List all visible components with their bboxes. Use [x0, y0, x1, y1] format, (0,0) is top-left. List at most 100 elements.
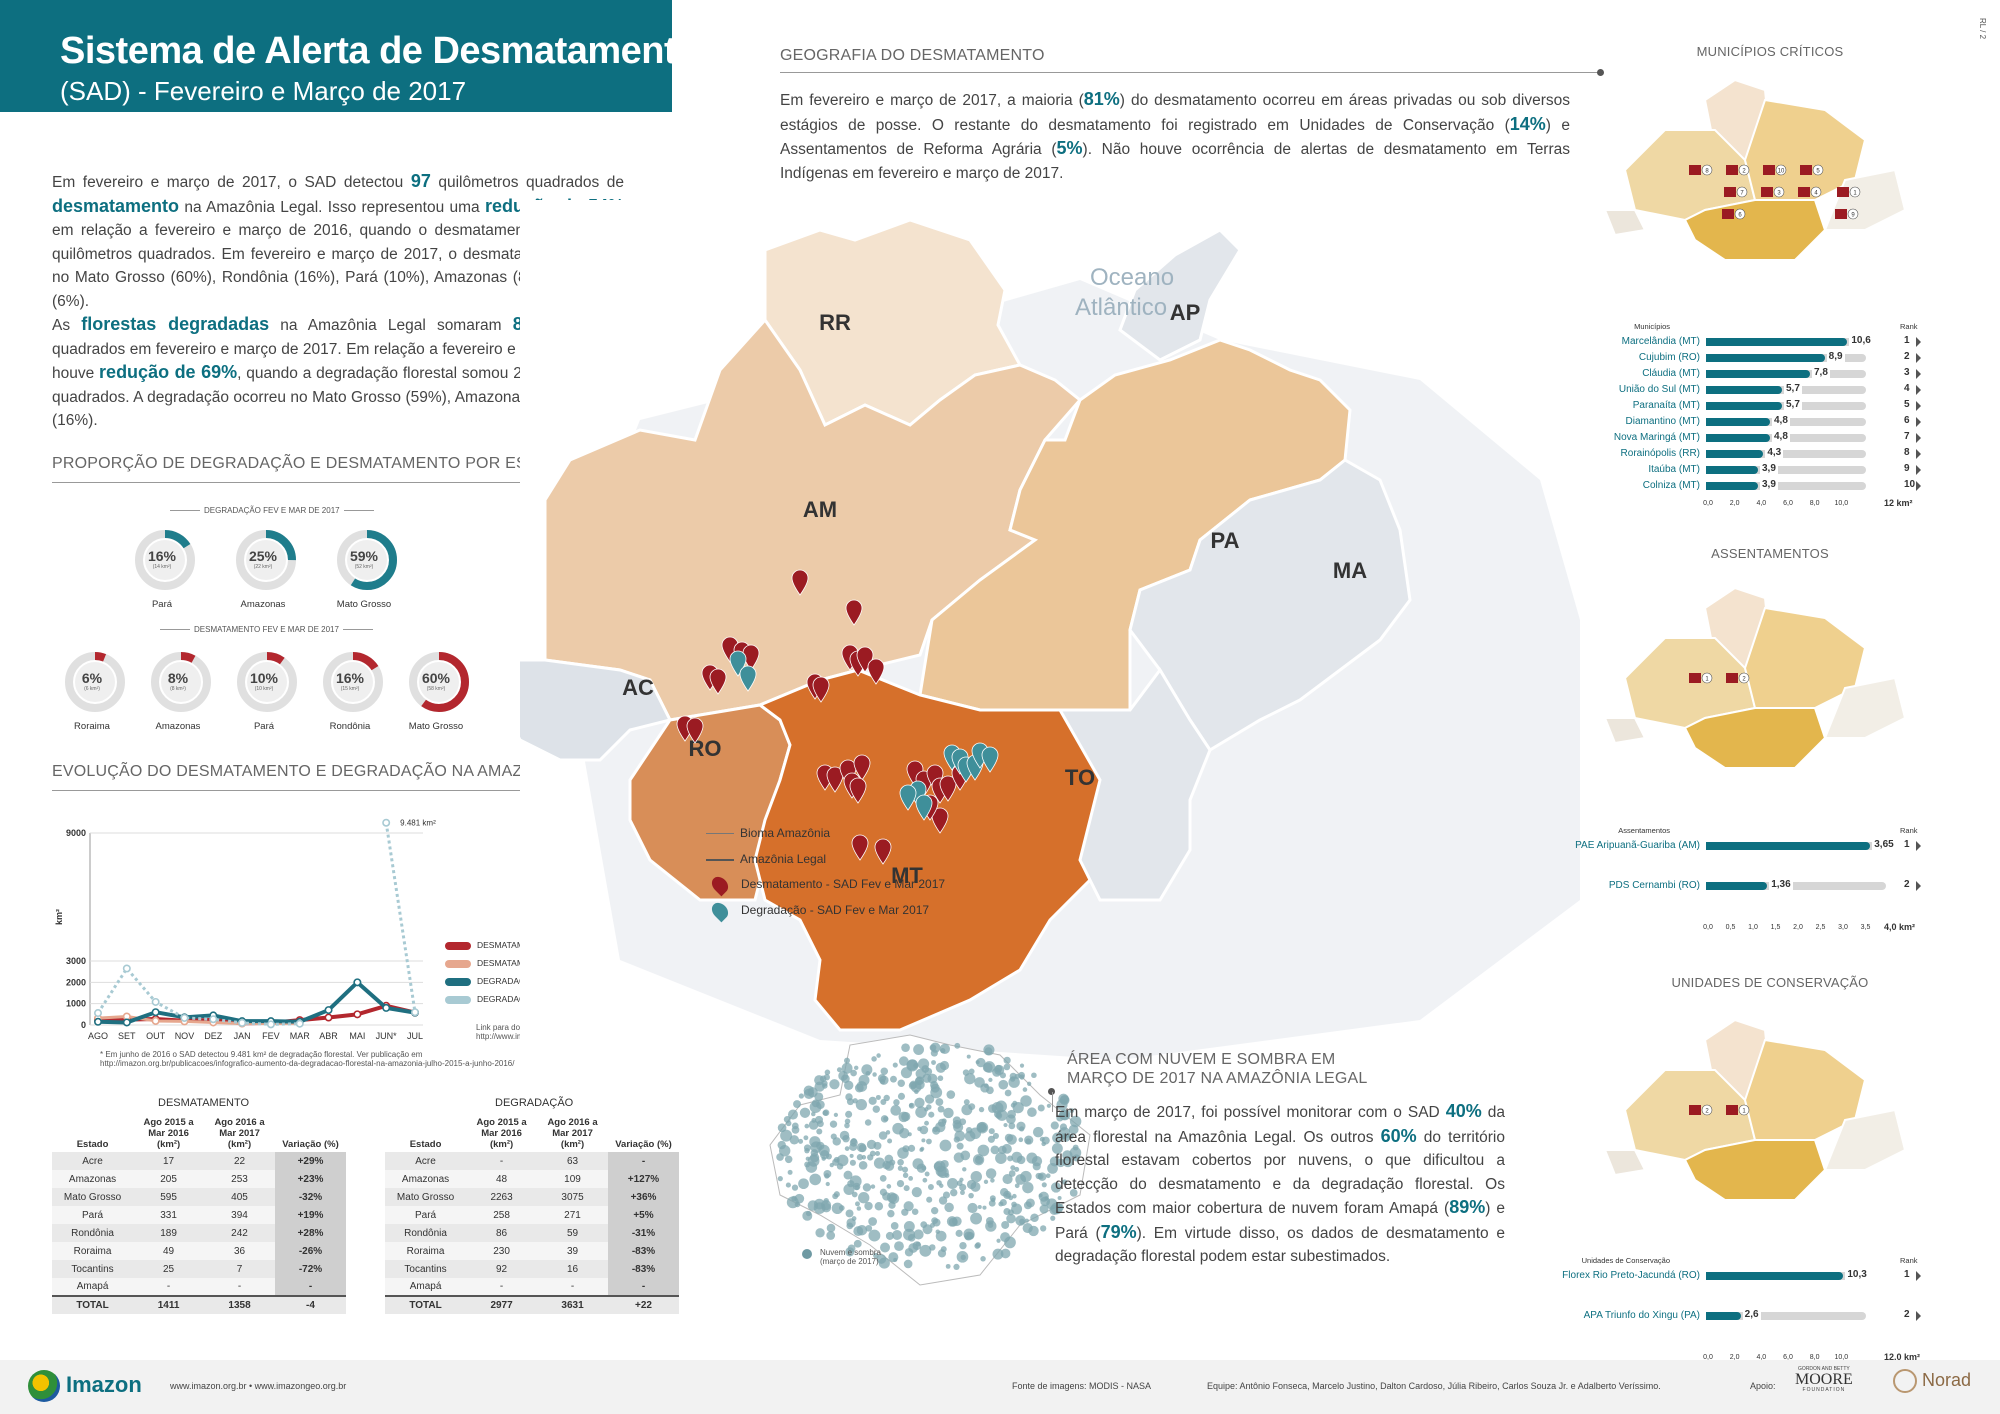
- column-header: Rank: [1900, 1256, 1918, 1265]
- cloud-legend-dot: [802, 1249, 812, 1259]
- table-cell: Acre: [52, 1152, 134, 1170]
- donut-state-label: Pará: [253, 721, 275, 732]
- table-cell: 49: [133, 1242, 205, 1260]
- y-axis-label: km²: [54, 909, 64, 925]
- table-header: Ago 2016 a Mar 2017 (km²): [214, 1117, 265, 1150]
- donut-value-arc: [323, 652, 383, 712]
- donut-ring: [135, 530, 195, 590]
- ranking-rank: 1: [1904, 1269, 1910, 1280]
- ranking-value: 1,36: [1769, 879, 1793, 890]
- ranking-rank: 8: [1904, 447, 1910, 458]
- ranking-bar: [1706, 370, 1810, 378]
- ranking-rank: 2: [1904, 879, 1910, 890]
- map-number: 1: [1853, 191, 1857, 197]
- degradation-pin: [981, 746, 999, 773]
- donut-km: (14 km²): [152, 564, 172, 570]
- donut-value-arc: [337, 530, 397, 590]
- chevron-right-icon: [1916, 449, 1921, 459]
- table-cell: -: [537, 1278, 608, 1296]
- chevron-right-icon: [1916, 433, 1921, 443]
- ranking-rank: 7: [1904, 431, 1910, 442]
- table-cell: Tocantins: [52, 1260, 134, 1278]
- ranking-name: PDS Cernambi (RO): [1608, 880, 1700, 891]
- ranking-bar: [1706, 434, 1770, 442]
- state-label-ac: AC: [622, 675, 654, 700]
- table-cell: Amapá: [52, 1278, 134, 1296]
- y-tick-label: 1000: [66, 999, 86, 1009]
- table-cell: +127%: [608, 1170, 679, 1188]
- table-cell: 394: [204, 1206, 275, 1224]
- donut-percent: 60%: [421, 670, 451, 686]
- x-tick-label: DEZ: [204, 1031, 223, 1041]
- table-row: Amapá - - -: [52, 1278, 346, 1296]
- cloud-text: Em março de 2017, foi possível monitorar…: [1055, 1101, 1505, 1265]
- table-cell: 2977: [466, 1295, 538, 1314]
- municipios-title: MUNICÍPIOS CRÍTICOS: [1696, 44, 1844, 59]
- municipios-map: 8 2 10 5 1 7 3 4 9 6: [1605, 78, 1907, 260]
- donut-roraima: 6% (6 km²) Roraima: [60, 650, 130, 732]
- proportion-title: PROPORÇÃO DE DEGRADAÇÃO E DESMATAMENTO P…: [52, 455, 571, 472]
- donut-amazonas: 8% (8 km²) Amazonas: [146, 650, 216, 732]
- chevron-right-icon: [1916, 337, 1921, 347]
- data-point: [122, 1018, 131, 1027]
- deforestation-pin: [931, 807, 949, 834]
- column-header: Unidades de Conservação: [1581, 1256, 1670, 1265]
- ocean-label-2: Atlântico: [1075, 294, 1167, 321]
- donut-mato-grosso: 60% (58 km²) Mato Grosso: [404, 650, 474, 732]
- x-tick-label: JUL: [407, 1031, 423, 1041]
- table-row: Mato Grosso 2263 3075 +36%: [385, 1188, 679, 1206]
- intro-text: Em fevereiro e março de 2017, o SAD dete…: [52, 170, 624, 433]
- donut-ring: [236, 530, 296, 590]
- donut-km: (52 km²): [354, 564, 374, 570]
- ranking-rank: 6: [1904, 415, 1910, 426]
- table-cell: 3631: [537, 1295, 608, 1314]
- map-number: 5: [1816, 169, 1820, 175]
- ranking-bar: [1706, 450, 1764, 458]
- donut-value-arc: [65, 652, 125, 712]
- table-cell: -83%: [608, 1260, 679, 1278]
- map-marker: [1689, 1105, 1701, 1115]
- table-cell: Amazonas: [52, 1170, 134, 1188]
- table-cell: 59: [537, 1224, 608, 1242]
- table-cell: 1411: [133, 1295, 205, 1314]
- axis-tick: 6,0: [1783, 1354, 1793, 1361]
- data-point: [382, 1003, 391, 1012]
- data-point: [324, 1006, 333, 1015]
- ranking-name: Itaúba (MT): [1648, 464, 1700, 475]
- donut-percent: 10%: [249, 670, 279, 686]
- donut-percent: 16%: [147, 548, 177, 564]
- ranking-name: Paranaíta (MT): [1632, 400, 1700, 411]
- map-number: 2: [1705, 1109, 1709, 1115]
- footer-links[interactable]: www.imazon.org.br • www.imazongeo.org.br: [170, 1381, 347, 1391]
- ranking-rank: 1: [1904, 335, 1910, 346]
- map-marker: [1722, 209, 1734, 219]
- unidades-title: UNIDADES DE CONSERVAÇÃO: [1671, 975, 1869, 990]
- table-cell: +23%: [275, 1170, 346, 1188]
- table-cell: -72%: [275, 1260, 346, 1278]
- ranking-bar: [1706, 466, 1758, 474]
- ranking-bar: [1706, 418, 1770, 426]
- ranking-bar: [1706, 882, 1768, 890]
- legend-name: DESMATAMENTO: [477, 940, 548, 950]
- chevron-right-icon: [1916, 1271, 1921, 1281]
- axis-tick: 8,0: [1809, 500, 1820, 507]
- table-cell: 22: [204, 1152, 275, 1170]
- donut-state-label: Amazonas: [155, 721, 201, 732]
- ranking-name: Diamantino (MT): [1625, 416, 1700, 427]
- ranking-name: Nova Maringá (MT): [1613, 432, 1700, 443]
- map-number: 9: [1851, 213, 1855, 219]
- deforestation-pin: [709, 668, 727, 695]
- donut-mato-grosso: 59% (52 km²) Mato Grosso: [332, 528, 402, 610]
- map-marker: [1726, 1105, 1738, 1115]
- table-cell: -: [133, 1278, 205, 1296]
- axis-tick: 0,0: [1703, 500, 1713, 507]
- map-marker: [1689, 165, 1701, 175]
- map-number: 2: [1742, 169, 1746, 175]
- ranking-name: União do Sul (MT): [1618, 384, 1700, 395]
- degradation-donuts: 16% (14 km²) Pará 25% (22 km²) Amazonas 59% (52…: [130, 528, 430, 610]
- footer-team: Equipe: Antônio Fonseca, Marcelo Justino…: [1207, 1381, 1661, 1391]
- donut-value-arc: [135, 530, 195, 590]
- state-label-rr: RR: [819, 310, 851, 335]
- map-number: 1: [1705, 677, 1709, 683]
- page-subtitle: (SAD) - Fevereiro e Março de 2017: [60, 76, 467, 106]
